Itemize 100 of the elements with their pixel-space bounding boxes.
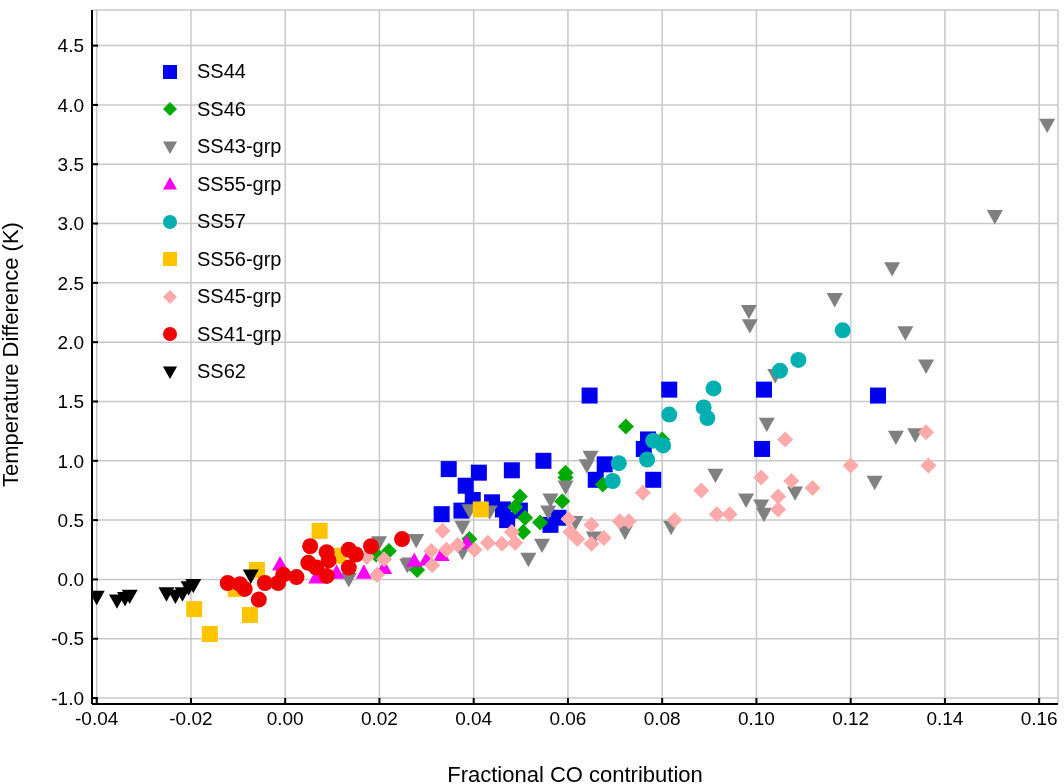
point: [581, 387, 598, 404]
point: [423, 542, 440, 559]
point: [256, 575, 273, 591]
point: [887, 430, 904, 446]
point: [185, 578, 202, 594]
point: [275, 566, 292, 583]
x-tick-label: 0.08: [643, 708, 681, 730]
y-tick-label: 4.0: [57, 94, 84, 116]
point: [318, 567, 335, 584]
point: [554, 493, 571, 510]
point: [578, 459, 595, 474]
point: [311, 522, 328, 539]
y-tick-label: 0.5: [57, 509, 84, 531]
x-tick-label: 0.16: [1020, 708, 1058, 730]
point: [583, 535, 600, 552]
point: [770, 501, 787, 518]
point: [639, 451, 656, 468]
point: [866, 475, 883, 491]
point: [897, 326, 914, 341]
point: [457, 477, 474, 494]
point: [394, 531, 411, 548]
x-axis-title: Fractional CO contribution: [447, 762, 703, 784]
point: [479, 534, 496, 551]
point: [250, 591, 267, 608]
point: [542, 493, 559, 508]
y-tick-label: 4.5: [57, 35, 84, 57]
point: [1039, 118, 1056, 134]
point: [787, 486, 804, 501]
point: [503, 523, 520, 540]
point: [288, 569, 305, 586]
x-tick-label: 0.12: [832, 708, 870, 730]
legend-label: SS46: [197, 97, 246, 121]
point: [434, 522, 451, 539]
point: [758, 417, 775, 433]
point: [610, 455, 627, 472]
point: [158, 587, 175, 602]
point: [699, 410, 716, 427]
x-tick-label: -0.04: [75, 708, 119, 730]
legend-label: SS44: [197, 60, 246, 84]
point: [826, 293, 843, 308]
point: [517, 509, 534, 526]
point: [655, 437, 672, 454]
point: [493, 535, 510, 552]
point: [540, 505, 557, 520]
y-tick-label: 0.0: [57, 569, 84, 591]
y-tick-label: -0.5: [51, 628, 84, 650]
point: [755, 381, 772, 398]
point: [236, 580, 253, 597]
point: [362, 538, 379, 555]
point: [596, 456, 613, 473]
point: [241, 607, 258, 624]
y-tick-label: 3.5: [57, 153, 84, 175]
point: [560, 510, 577, 527]
point: [515, 523, 532, 540]
x-tick-label: 0.02: [360, 708, 398, 730]
point: [753, 469, 770, 486]
point: [507, 534, 524, 551]
point: [920, 457, 937, 474]
legend-label: SS57: [197, 210, 246, 234]
point: [376, 551, 393, 568]
point: [783, 472, 800, 489]
point: [340, 559, 357, 576]
legend-label: SS56-grp: [197, 247, 282, 271]
point: [186, 601, 203, 618]
point: [834, 322, 851, 339]
point: [320, 552, 337, 569]
point: [705, 380, 722, 397]
point: [755, 507, 772, 523]
point: [470, 464, 487, 481]
point: [454, 520, 471, 536]
y-tick-label: 1.0: [57, 450, 84, 472]
point: [433, 506, 450, 523]
point: [449, 537, 466, 554]
point: [302, 538, 319, 555]
point: [661, 381, 678, 398]
point: [869, 387, 886, 404]
y-tick-label: 3.0: [57, 213, 84, 235]
point: [693, 482, 710, 499]
x-tick-label: -0.02: [169, 708, 213, 730]
point: [532, 514, 549, 531]
point: [604, 472, 621, 489]
point: [634, 484, 651, 501]
point: [595, 529, 612, 546]
point: [738, 493, 755, 508]
point: [507, 499, 524, 516]
x-tick-label: 0.14: [926, 708, 964, 730]
y-tick-label: 2.5: [57, 272, 84, 294]
point: [661, 406, 678, 423]
point: [617, 418, 634, 435]
point: [406, 552, 423, 567]
point: [520, 552, 537, 568]
x-tick-label: 0.10: [737, 708, 775, 730]
point: [121, 589, 138, 605]
point: [918, 359, 935, 374]
point: [790, 351, 807, 368]
point: [242, 569, 259, 584]
point: [777, 431, 794, 448]
point: [770, 488, 787, 505]
point: [754, 440, 771, 457]
y-tick-label: 1.5: [57, 391, 84, 413]
